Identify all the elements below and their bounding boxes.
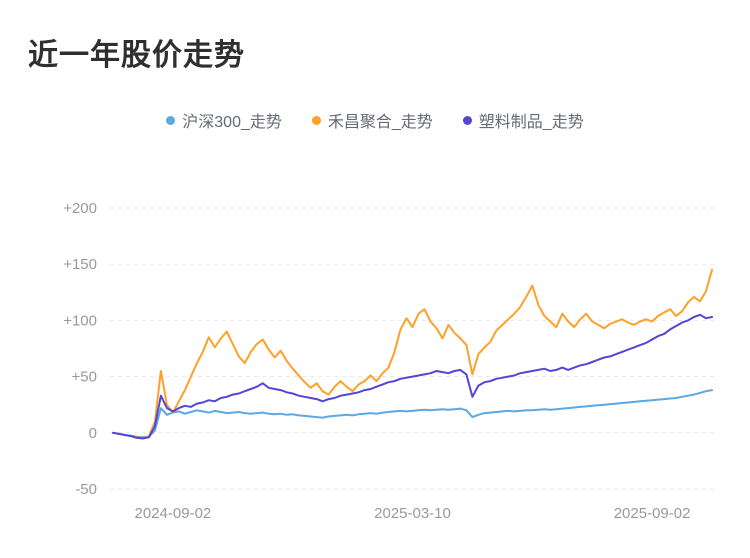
x-axis-tick-label: 2025-09-02: [614, 505, 691, 522]
y-axis-tick-label: +100: [63, 312, 97, 329]
legend-label: 禾昌聚合_走势: [327, 114, 433, 131]
legend-item-plastics[interactable]: 塑料制品_走势: [462, 108, 584, 132]
legend-dot-icon: [166, 115, 176, 125]
series-line: [112, 268, 713, 440]
y-axis-tick-label: +150: [63, 256, 97, 273]
series-line: [112, 313, 713, 440]
legend-label: 塑料制品_走势: [478, 114, 584, 131]
x-axis-tick-label: 2024-09-02: [135, 505, 212, 522]
legend-dot-icon: [462, 115, 472, 125]
page-title: 近一年股价走势: [28, 39, 245, 72]
legend-item-hechang[interactable]: 禾昌聚合_走势: [311, 108, 433, 132]
y-axis-tick-label: +200: [63, 200, 97, 217]
legend-label: 沪深300_走势: [182, 114, 282, 131]
legend-item-hs300[interactable]: 沪深300_走势: [166, 108, 282, 132]
x-axis-tick-label: 2025-03-10: [374, 505, 451, 522]
y-axis-tick-label: -50: [75, 481, 97, 498]
series-line: [112, 389, 713, 439]
chart-legend: 沪深300_走势 禾昌聚合_走势 塑料制品_走势: [0, 108, 750, 132]
legend-dot-icon: [311, 115, 321, 125]
y-axis-tick-label: 0: [89, 425, 97, 442]
y-axis-tick-label: +50: [72, 369, 97, 386]
